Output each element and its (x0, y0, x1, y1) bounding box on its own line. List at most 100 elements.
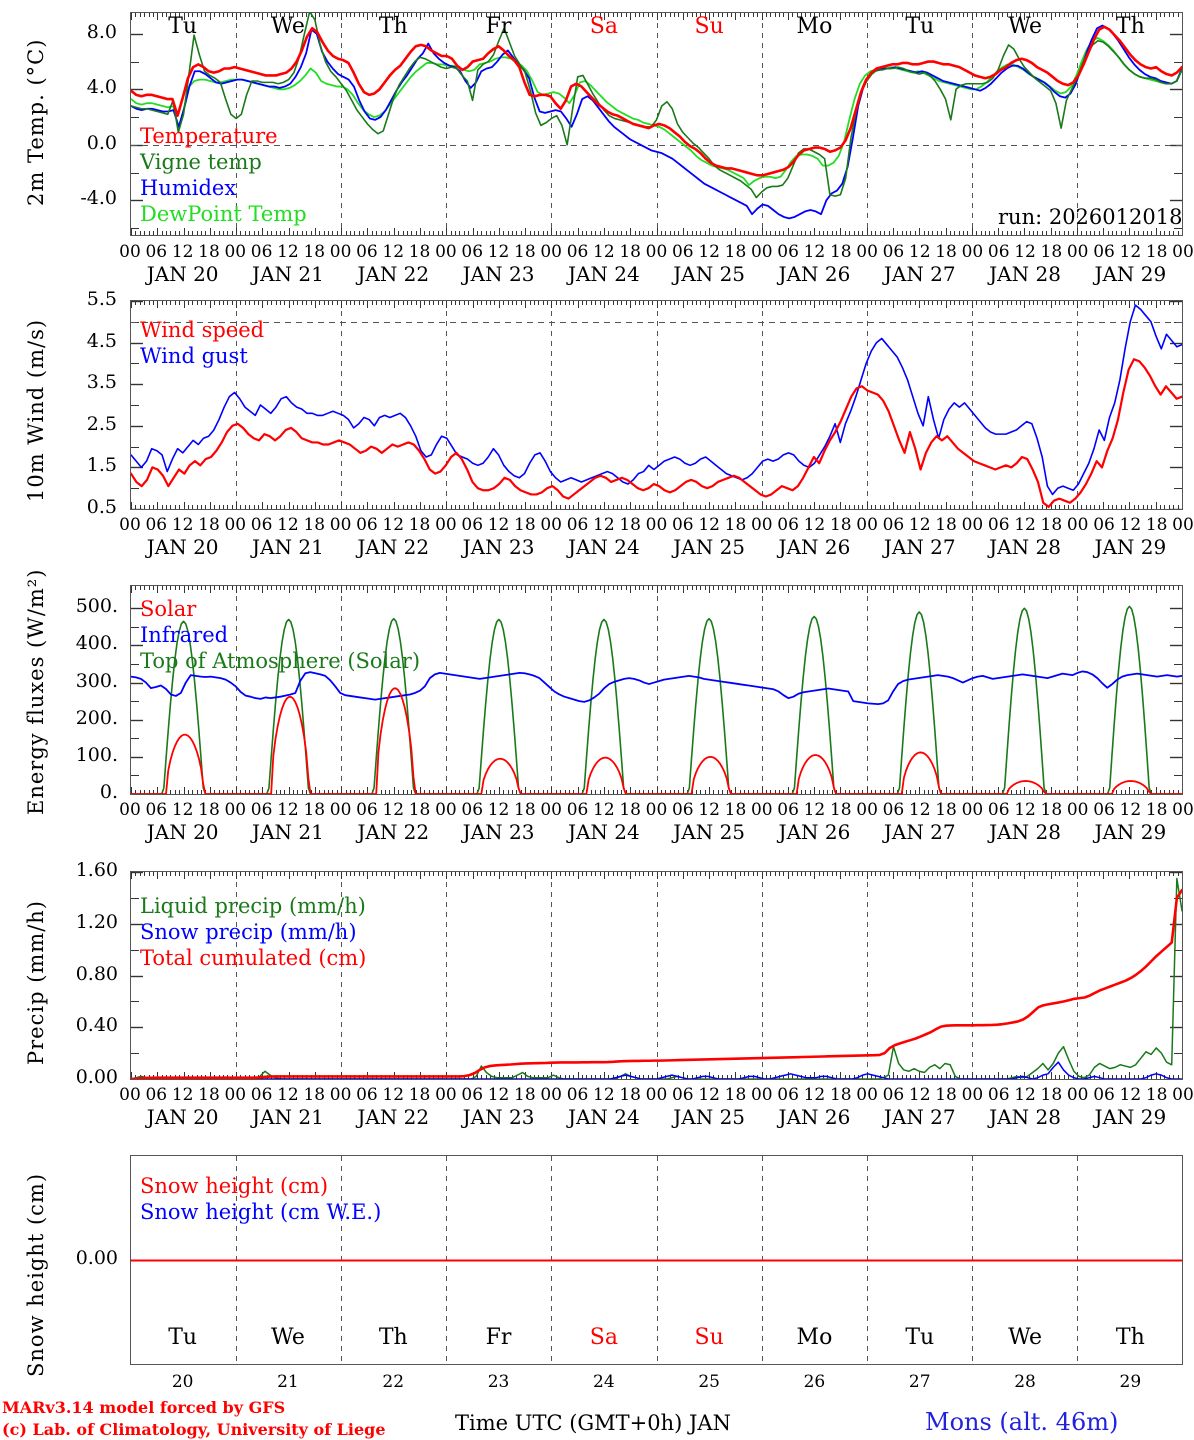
temp-dow-5: Su (694, 14, 724, 39)
energy-days-label: JAN 27 (883, 820, 956, 844)
temp-hours-label: 18 (198, 242, 220, 262)
precip-hours-label: 18 (1145, 1085, 1168, 1105)
temp-hours-label: 18 (619, 242, 641, 262)
precip-hours-label: 12 (277, 1085, 299, 1105)
energy-legend: Solar Infrared Top of Atmosphere (Solar) (140, 596, 420, 674)
legend-total-cumulated: Total cumulated (cm) (140, 946, 367, 970)
temp-hours-label: 00 (645, 242, 668, 262)
temp-hours-label: 00 (1066, 242, 1089, 262)
snow-plot-area (130, 1155, 1183, 1365)
precip-days-label: JAN 20 (146, 1105, 219, 1129)
footer-model-credit-line2: (c) Lab. of Climatology, University of L… (2, 1420, 386, 1439)
temp-plot-area (130, 12, 1183, 236)
temp-dow-0: Tu (168, 14, 198, 39)
wind-ytick-2: 3.5 (86, 371, 117, 394)
temp-hours-label: 12 (698, 242, 720, 262)
wind-legend: Wind speed Wind gust (140, 317, 264, 369)
precip-days-label: JAN 27 (883, 1105, 956, 1129)
legend-snow-precip: Snow precip (mm/h) (140, 920, 357, 944)
precip-hours-label: 06 (566, 1085, 589, 1105)
temp-hours-label: 06 (671, 242, 694, 262)
wind-hours-label: 12 (698, 515, 720, 535)
temp-hours-label: 06 (250, 242, 273, 262)
precip-hours-label: 12 (593, 1085, 615, 1105)
precip-hours-label: 06 (671, 1085, 694, 1105)
legend-infrared: Infrared (140, 623, 229, 647)
precip-days-label: JAN 25 (673, 1105, 746, 1129)
energy-days-label: JAN 25 (673, 820, 746, 844)
wind-hours-label: 00 (961, 515, 984, 535)
wind-hours-label: 06 (145, 515, 168, 535)
wind-hours-label: 00 (1066, 515, 1089, 535)
energy-hours-label: 12 (1014, 800, 1036, 820)
panel-energy-fluxes: Energy fluxes (W/m²) 500. 400. 300. 200. 100… (0, 569, 1194, 855)
legend-wind-gust: Wind gust (140, 344, 248, 368)
snow-daynum-2: 22 (382, 1372, 405, 1392)
temp-hours-label: 06 (566, 242, 589, 262)
precip-hours-label: 18 (829, 1085, 852, 1105)
snow-chart-svg (131, 1156, 1182, 1364)
wind-hours-label: 18 (1040, 515, 1063, 535)
energy-ytick-0: 500. (75, 595, 118, 618)
precip-chart-svg (131, 872, 1182, 1079)
wind-hours-label: 06 (671, 515, 694, 535)
precip-hours-label: 06 (461, 1085, 484, 1105)
precip-hours-label: 12 (1014, 1085, 1036, 1105)
wind-hours-label: 06 (777, 515, 799, 535)
energy-days-label: JAN 21 (252, 820, 324, 844)
precip-days-label: JAN 24 (567, 1105, 640, 1129)
precip-hours-label: 00 (856, 1085, 878, 1105)
wind-hours-label: 12 (487, 515, 510, 535)
precip-days-label: JAN 21 (252, 1105, 324, 1129)
energy-hours-label: 00 (645, 800, 668, 820)
precip-hours-label: 18 (724, 1085, 747, 1105)
panel-wind: 10m Wind (m/s) 5.5 4.5 3.5 2.5 1.5 0.5 Wind s… (0, 285, 1194, 570)
wind-hours-label: 12 (803, 515, 826, 535)
legend-solar: Solar (140, 597, 197, 621)
precip-hours-label: 06 (1093, 1085, 1115, 1105)
precip-hours-label: 12 (908, 1085, 931, 1105)
wind-hours-label: 00 (119, 515, 141, 535)
energy-chart-svg (131, 586, 1182, 794)
precip-days-label: JAN 28 (989, 1105, 1061, 1129)
wind-hours-label: 06 (1093, 515, 1115, 535)
wind-hours-label: 18 (198, 515, 220, 535)
snow-dow-8: We (1008, 1325, 1042, 1350)
wind-hours-label: 00 (1172, 515, 1194, 535)
energy-hours-label: 18 (408, 800, 431, 820)
temp-hours-label: 12 (487, 242, 510, 262)
energy-hours-label: 18 (198, 800, 220, 820)
wind-y-axis-label: 10m Wind (m/s) (24, 318, 48, 502)
panel-temperature: 2m Temp. (°C) 8.0 4.0 0.0 -4.0 Temperature … (0, 0, 1194, 286)
energy-hours-label: 00 (961, 800, 984, 820)
energy-hours-label: 00 (856, 800, 878, 820)
precip-hours-label: 12 (171, 1085, 194, 1105)
temp-dow-1: We (271, 14, 305, 39)
energy-days-label: JAN 20 (146, 820, 219, 844)
temp-hours-label: 12 (277, 242, 299, 262)
temp-hours-label: 00 (856, 242, 878, 262)
precip-hours-label: 00 (119, 1085, 141, 1105)
temp-days-label: JAN 21 (252, 262, 324, 286)
energy-hours-label: 18 (1040, 800, 1063, 820)
wind-hours-label: 06 (461, 515, 484, 535)
precip-hours-label: 00 (1066, 1085, 1089, 1105)
wind-hours-label: 18 (1145, 515, 1168, 535)
wind-ytick-3: 2.5 (86, 412, 117, 435)
snow-daynum-0: 20 (171, 1372, 194, 1392)
temp-hours-label: 00 (435, 242, 457, 262)
energy-hours-label: 00 (1172, 800, 1194, 820)
temp-ytick-2: 0.0 (86, 131, 117, 154)
precip-hours-label: 00 (750, 1085, 773, 1105)
energy-ytick-2: 300. (75, 669, 118, 692)
snow-dow-4: Sa (589, 1325, 618, 1350)
snow-daynum-9: 29 (1119, 1372, 1142, 1392)
snow-dow-2: Th (378, 1325, 408, 1350)
precip-hours-label: 18 (198, 1085, 220, 1105)
snow-daynum-5: 25 (698, 1372, 720, 1392)
temp-days-label: JAN 25 (673, 262, 746, 286)
precip-hours-label: 06 (777, 1085, 799, 1105)
temp-days-label: JAN 23 (462, 262, 535, 286)
temp-ytick-1: 4.0 (86, 76, 117, 99)
precip-hours-label: 18 (514, 1085, 536, 1105)
